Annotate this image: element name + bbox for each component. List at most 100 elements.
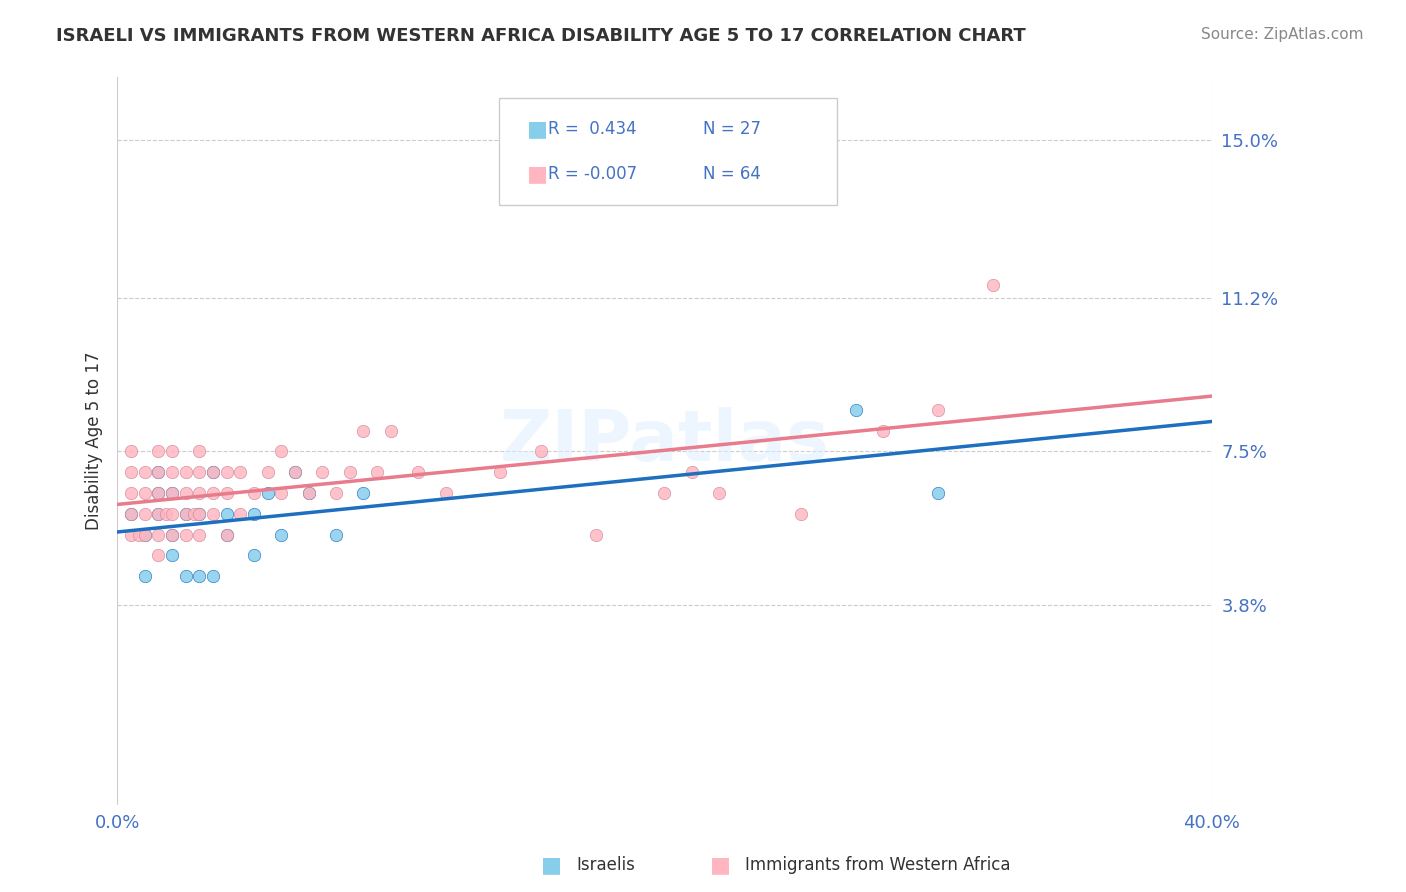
Point (160, 549, 183, 563)
Point (134, 569, 156, 583)
Point (215, 486, 238, 500)
Point (174, 569, 197, 583)
Point (188, 465, 211, 479)
Point (174, 507, 197, 521)
Point (174, 527, 197, 541)
Point (120, 486, 142, 500)
Point (298, 486, 321, 500)
Point (201, 569, 224, 583)
Point (215, 527, 238, 541)
Point (325, 486, 347, 500)
Y-axis label: Disability Age 5 to 17: Disability Age 5 to 17 (86, 351, 103, 531)
Point (270, 527, 292, 541)
Point (585, 527, 607, 541)
Point (134, 527, 156, 541)
Point (120, 507, 142, 521)
Point (352, 424, 374, 438)
Point (243, 549, 266, 563)
Point (215, 507, 238, 521)
Point (148, 444, 170, 458)
Point (148, 465, 170, 479)
Point (188, 507, 211, 521)
Point (352, 486, 374, 500)
Point (927, 403, 949, 417)
Point (134, 507, 156, 521)
Point (339, 465, 361, 479)
Point (489, 465, 512, 479)
Text: ■: ■ (527, 164, 548, 184)
Text: N = 27: N = 27 (703, 120, 761, 138)
Point (406, 465, 429, 479)
Text: ■: ■ (541, 855, 562, 875)
Point (927, 486, 949, 500)
Point (160, 444, 183, 458)
Point (120, 444, 142, 458)
Text: ISRAELI VS IMMIGRANTS FROM WESTERN AFRICA DISABILITY AGE 5 TO 17 CORRELATION CHA: ISRAELI VS IMMIGRANTS FROM WESTERN AFRIC… (56, 27, 1026, 45)
Point (160, 527, 183, 541)
Point (201, 486, 224, 500)
Point (790, 507, 813, 521)
Point (148, 465, 170, 479)
Text: ZIPatlas: ZIPatlas (499, 407, 830, 475)
Point (215, 465, 238, 479)
Point (707, 486, 730, 500)
Text: N = 64: N = 64 (703, 165, 761, 183)
Point (284, 465, 307, 479)
Point (270, 444, 292, 458)
Point (325, 527, 347, 541)
Point (160, 465, 183, 479)
Point (120, 465, 142, 479)
Text: Israelis: Israelis (576, 856, 636, 874)
Point (134, 465, 156, 479)
Point (148, 507, 170, 521)
Point (256, 465, 278, 479)
Point (134, 486, 156, 500)
Point (120, 507, 142, 521)
Point (160, 527, 183, 541)
Text: R = -0.007: R = -0.007 (548, 165, 637, 183)
Point (434, 486, 457, 500)
Point (284, 465, 307, 479)
Point (174, 465, 197, 479)
Point (183, 507, 205, 521)
Text: Source: ZipAtlas.com: Source: ZipAtlas.com (1201, 27, 1364, 42)
Point (134, 527, 156, 541)
Point (215, 527, 238, 541)
Point (120, 527, 142, 541)
Point (160, 486, 183, 500)
Point (160, 507, 183, 521)
Point (174, 486, 197, 500)
Point (298, 486, 321, 500)
Point (229, 465, 252, 479)
Text: R =  0.434: R = 0.434 (548, 120, 637, 138)
Point (981, 278, 1004, 293)
Point (148, 549, 170, 563)
Point (128, 527, 150, 541)
Point (530, 444, 553, 458)
Point (243, 507, 266, 521)
Point (654, 486, 676, 500)
Point (201, 465, 224, 479)
Point (380, 424, 402, 438)
Text: ■: ■ (710, 855, 731, 875)
Point (188, 507, 211, 521)
Point (311, 465, 333, 479)
Point (681, 465, 703, 479)
Point (148, 486, 170, 500)
Point (243, 486, 266, 500)
Point (256, 486, 278, 500)
Point (270, 486, 292, 500)
Point (229, 507, 252, 521)
Point (148, 507, 170, 521)
Point (188, 527, 211, 541)
Text: Immigrants from Western Africa: Immigrants from Western Africa (745, 856, 1011, 874)
Point (366, 465, 388, 479)
Point (201, 465, 224, 479)
Point (174, 507, 197, 521)
Point (188, 486, 211, 500)
Point (845, 403, 868, 417)
Point (148, 486, 170, 500)
Point (188, 444, 211, 458)
Point (148, 527, 170, 541)
Point (872, 424, 894, 438)
